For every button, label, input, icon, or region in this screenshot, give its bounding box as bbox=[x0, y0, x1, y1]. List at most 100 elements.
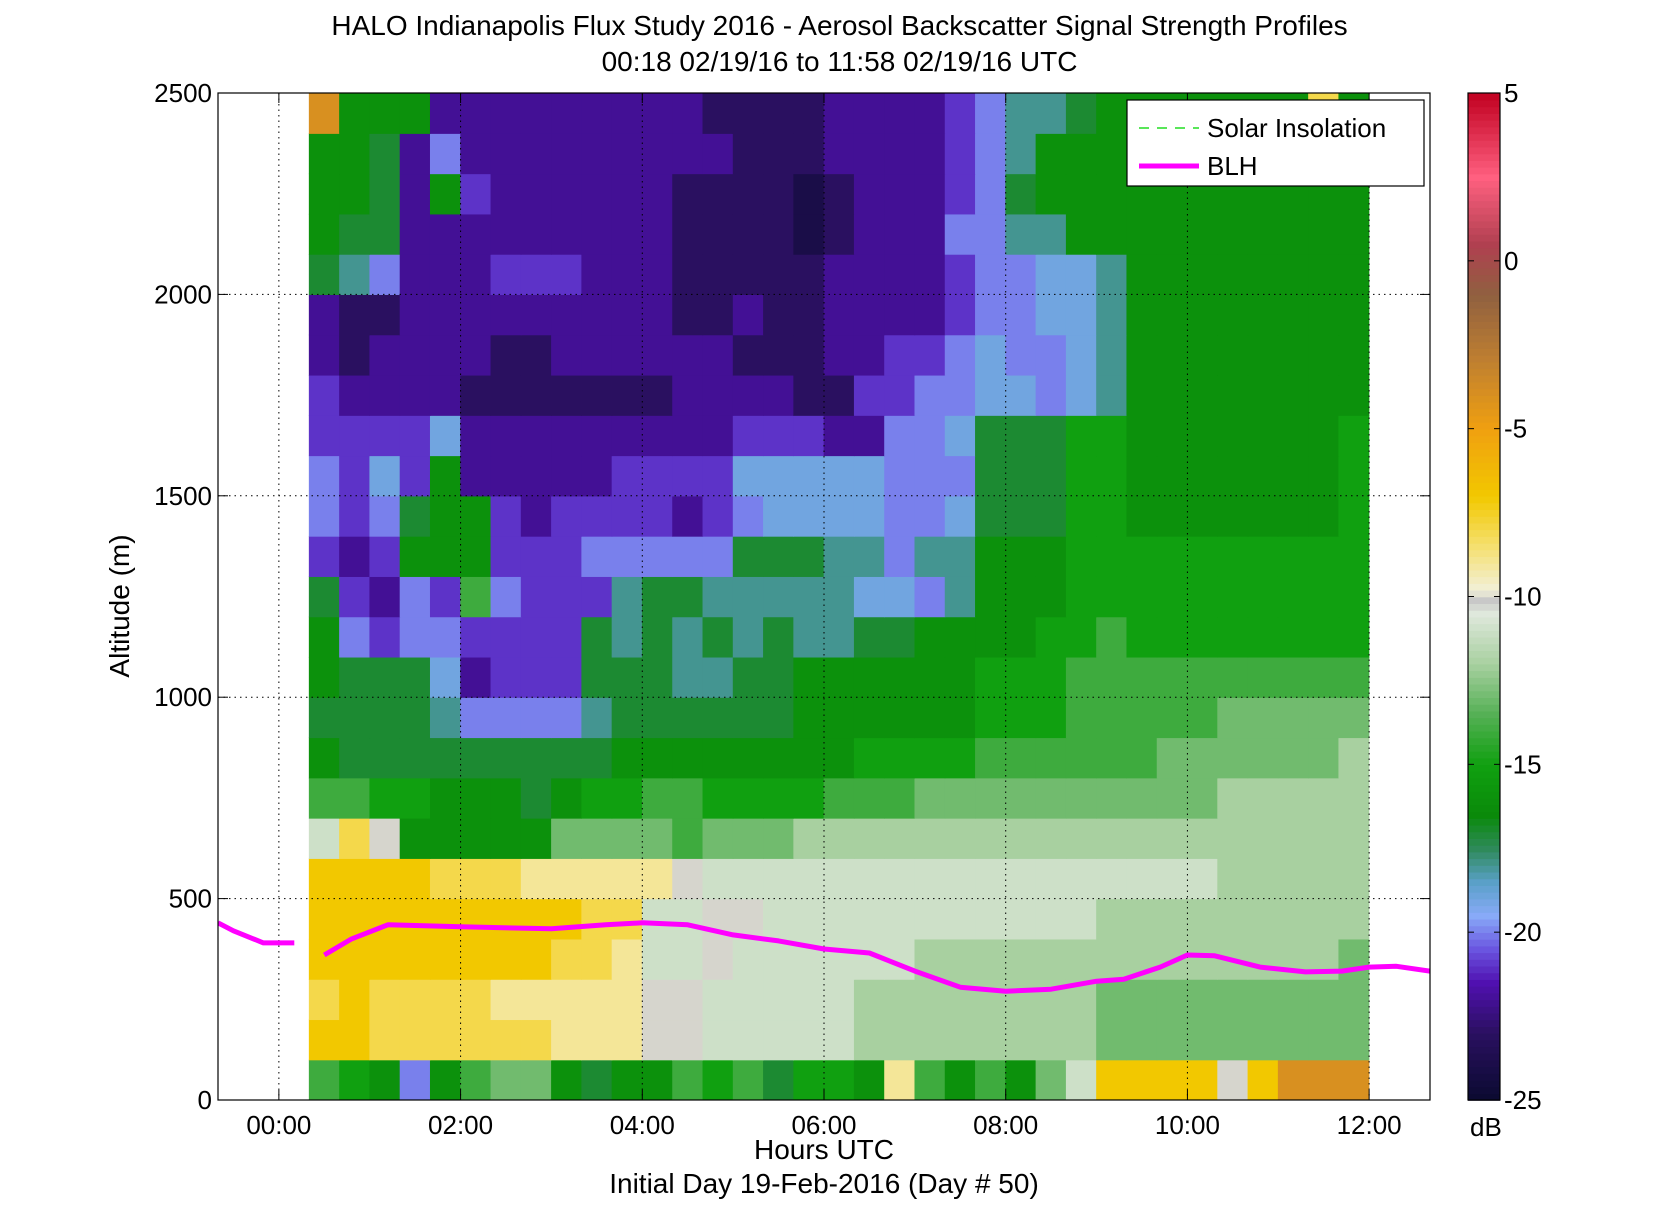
heatmap-cell bbox=[884, 455, 916, 497]
heatmap-cell bbox=[884, 616, 916, 658]
heatmap-cell bbox=[914, 858, 946, 900]
heatmap-cell bbox=[672, 294, 704, 336]
heatmap-cell bbox=[339, 697, 371, 739]
heatmap-cell bbox=[823, 576, 855, 618]
heatmap-cell bbox=[1217, 616, 1249, 658]
heatmap-cell bbox=[520, 777, 552, 819]
colorbar-segment bbox=[1468, 247, 1500, 255]
heatmap-cell bbox=[1308, 697, 1340, 739]
colorbar-segment bbox=[1468, 321, 1500, 329]
colorbar-tick-label: -20 bbox=[1504, 917, 1542, 947]
heatmap-cell bbox=[1217, 334, 1249, 376]
heatmap-cell bbox=[884, 213, 916, 255]
heatmap-cell bbox=[369, 818, 401, 859]
colorbar-segment bbox=[1468, 113, 1500, 121]
colorbar-segment bbox=[1468, 918, 1500, 927]
y-tick-label: 1500 bbox=[154, 481, 212, 511]
colorbar-segment bbox=[1468, 482, 1500, 490]
heatmap-cell bbox=[1338, 938, 1370, 980]
heatmap-cell bbox=[823, 415, 855, 457]
heatmap-cell bbox=[1156, 1019, 1188, 1061]
heatmap-cell bbox=[823, 979, 855, 1021]
colorbar-segment bbox=[1468, 1012, 1500, 1021]
heatmap-cell bbox=[1217, 1059, 1249, 1100]
heatmap-cell bbox=[641, 133, 673, 175]
heatmap-cell bbox=[853, 616, 885, 658]
heatmap-cell bbox=[944, 495, 976, 537]
heatmap-cell bbox=[429, 536, 461, 577]
colorbar-segment bbox=[1468, 663, 1500, 672]
heatmap-cell bbox=[490, 1059, 522, 1100]
heatmap-cell bbox=[914, 1019, 946, 1061]
colorbar-segment bbox=[1468, 93, 1500, 101]
heatmap-cell bbox=[1156, 898, 1188, 940]
blh-line bbox=[323, 920, 1430, 994]
colorbar-segment bbox=[1468, 979, 1500, 987]
heatmap-cell bbox=[1096, 656, 1128, 698]
colorbar-segment bbox=[1468, 515, 1500, 524]
heatmap-cell bbox=[1096, 818, 1128, 859]
heatmap bbox=[308, 93, 1370, 1100]
heatmap-cell bbox=[1156, 858, 1188, 900]
heatmap-cell bbox=[520, 938, 552, 980]
heatmap-cell bbox=[884, 415, 916, 457]
heatmap-cell bbox=[641, 777, 673, 819]
heatmap-cell bbox=[914, 697, 946, 739]
heatmap-cell bbox=[520, 254, 552, 295]
heatmap-cell bbox=[1096, 455, 1128, 497]
colorbar-segment bbox=[1468, 703, 1500, 712]
heatmap-cell bbox=[339, 616, 371, 658]
heatmap-cell bbox=[399, 1019, 431, 1061]
heatmap-cell bbox=[1035, 1019, 1067, 1061]
colorbar-segment bbox=[1468, 818, 1500, 826]
heatmap-cell bbox=[1126, 737, 1158, 779]
colorbar-segment bbox=[1468, 260, 1500, 269]
heatmap-cell bbox=[914, 616, 946, 658]
heatmap-cell bbox=[823, 173, 855, 215]
colorbar-segment bbox=[1468, 1059, 1500, 1068]
heatmap-cell bbox=[702, 979, 734, 1021]
heatmap-cell bbox=[823, 777, 855, 819]
heatmap-cell bbox=[1096, 858, 1128, 900]
heatmap-cell bbox=[1187, 656, 1218, 698]
heatmap-cell bbox=[672, 415, 704, 457]
heatmap-cell bbox=[702, 697, 734, 739]
heatmap-cell bbox=[1247, 737, 1279, 779]
heatmap-cell bbox=[429, 697, 461, 739]
heatmap-cell bbox=[399, 254, 431, 295]
heatmap-cell bbox=[732, 697, 764, 739]
heatmap-cell bbox=[460, 254, 492, 295]
colorbar-segment bbox=[1468, 153, 1500, 161]
heatmap-cell bbox=[1035, 938, 1067, 980]
heatmap-cell bbox=[308, 254, 340, 295]
heatmap-cell bbox=[884, 737, 916, 779]
heatmap-cell bbox=[611, 415, 643, 457]
heatmap-cell bbox=[914, 334, 946, 376]
y-tick-label: 500 bbox=[169, 884, 212, 914]
heatmap-cell bbox=[460, 898, 492, 940]
heatmap-cell bbox=[399, 334, 431, 376]
heatmap-cell bbox=[732, 254, 764, 295]
colorbar-segment bbox=[1468, 630, 1500, 638]
heatmap-cell bbox=[823, 616, 855, 658]
colorbar-segment bbox=[1468, 623, 1500, 631]
colorbar-segment bbox=[1468, 576, 1500, 584]
colorbar-segment bbox=[1468, 166, 1500, 175]
heatmap-cell bbox=[823, 697, 855, 739]
heatmap-cell bbox=[853, 213, 885, 255]
heatmap-cell bbox=[763, 737, 794, 779]
heatmap-cell bbox=[1005, 979, 1037, 1021]
heatmap-cell bbox=[581, 576, 613, 618]
heatmap-cell bbox=[1308, 254, 1340, 295]
heatmap-cell bbox=[460, 737, 492, 779]
colorbar-segment bbox=[1468, 274, 1500, 282]
heatmap-cell bbox=[490, 495, 522, 537]
heatmap-cell bbox=[1096, 415, 1128, 457]
heatmap-cell bbox=[732, 93, 764, 134]
heatmap-cell bbox=[581, 173, 613, 215]
heatmap-cell bbox=[1156, 656, 1188, 698]
heatmap-cell bbox=[1156, 777, 1188, 819]
heatmap-cell bbox=[914, 495, 946, 537]
heatmap-cell bbox=[914, 737, 946, 779]
